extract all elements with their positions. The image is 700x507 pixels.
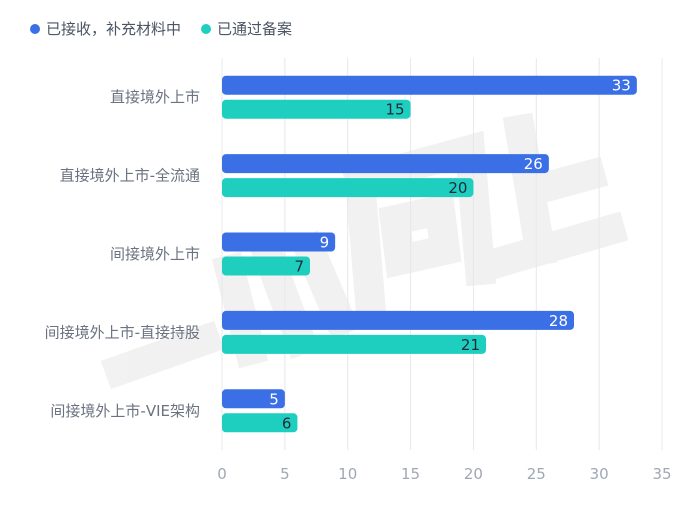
bar-received[interactable] [222, 232, 336, 252]
bar-value-label: 15 [385, 101, 404, 119]
x-tick-label: 10 [338, 465, 357, 483]
legend-item-approved[interactable]: 已通过备案 [201, 20, 292, 38]
bar-approved[interactable] [222, 334, 486, 354]
category-label: 间接境外上市-VIE架构 [50, 402, 200, 420]
bar-value-label: 5 [269, 390, 279, 408]
bar-value-label: 28 [549, 312, 568, 330]
x-tick-label: 30 [590, 465, 609, 483]
bar-value-label: 20 [448, 179, 467, 197]
bar-approved[interactable] [222, 99, 411, 119]
bar-value-label: 7 [294, 258, 304, 276]
x-tick-label: 35 [652, 465, 671, 483]
x-axis-ticks: 0 5 10 15 20 25 30 35 [217, 465, 671, 483]
bar-value-label: 21 [461, 336, 480, 354]
x-tick-label: 20 [464, 465, 483, 483]
legend-item-received[interactable]: 已接收，补充材料中 [30, 20, 181, 38]
x-tick-label: 25 [527, 465, 546, 483]
bar-approved[interactable] [222, 178, 474, 198]
bar-approved[interactable] [222, 256, 310, 276]
bar-value-label: 6 [282, 414, 292, 432]
x-tick-label: 5 [280, 465, 290, 483]
category-label: 直接境外上市-全流通 [60, 167, 200, 185]
grid [221, 58, 663, 450]
x-tick-label: 0 [217, 465, 227, 483]
category-label: 间接境外上市-直接持股 [45, 323, 200, 341]
bar-approved[interactable] [222, 413, 298, 433]
category-labels: 直接境外上市直接境外上市-全流通间接境外上市间接境外上市-直接持股间接境外上市-… [45, 88, 200, 420]
legend-label: 已接收，补充材料中 [46, 20, 181, 38]
bar-received[interactable] [222, 154, 549, 174]
bar-received[interactable] [222, 389, 285, 409]
bar-received[interactable] [222, 310, 574, 330]
bar-value-label: 33 [612, 77, 631, 95]
x-tick-label: 15 [401, 465, 420, 483]
bars: 33 15 26 20 97 28 21 56 [222, 75, 637, 433]
bar-value-label: 9 [320, 234, 330, 252]
legend-dot-icon [30, 24, 40, 34]
category-label: 直接境外上市 [110, 88, 200, 106]
legend-label: 已通过备案 [217, 20, 292, 38]
legend[interactable]: 已接收，补充材料中 已通过备案 [30, 20, 292, 38]
bar-value-label: 26 [524, 155, 543, 173]
category-label: 间接境外上市 [110, 245, 200, 263]
legend-dot-icon [201, 24, 212, 34]
bar-received[interactable] [222, 75, 637, 95]
